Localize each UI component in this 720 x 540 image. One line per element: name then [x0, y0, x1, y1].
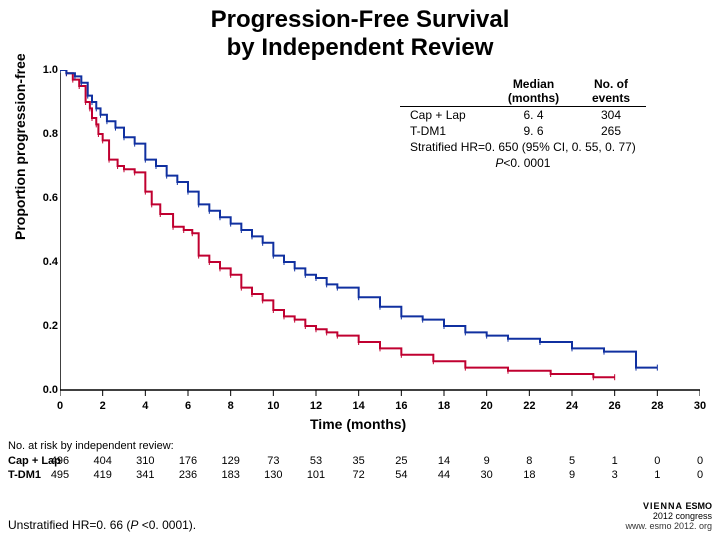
risk-row: T-DM149541934123618313010172544430189310	[0, 469, 712, 483]
y-axis-label: Proportion progression-free	[12, 53, 28, 240]
x-axis-label: Time (months)	[310, 416, 406, 432]
summary-table: Median(months)No. ofevents Cap + Lap6. 4…	[400, 76, 646, 171]
at-risk-header: No. at risk by independent review:	[8, 440, 174, 452]
footnote: Unstratified HR=0. 66 (P <0. 0001).	[8, 518, 196, 532]
chart-title: Progression-Free Survivalby Independent …	[0, 0, 720, 61]
esmo-logo: VIENNA ESMO 2012 congress www. esmo 2012…	[625, 502, 712, 532]
risk-row: Cap + Lap4964043101761297353352514985100	[0, 455, 712, 469]
